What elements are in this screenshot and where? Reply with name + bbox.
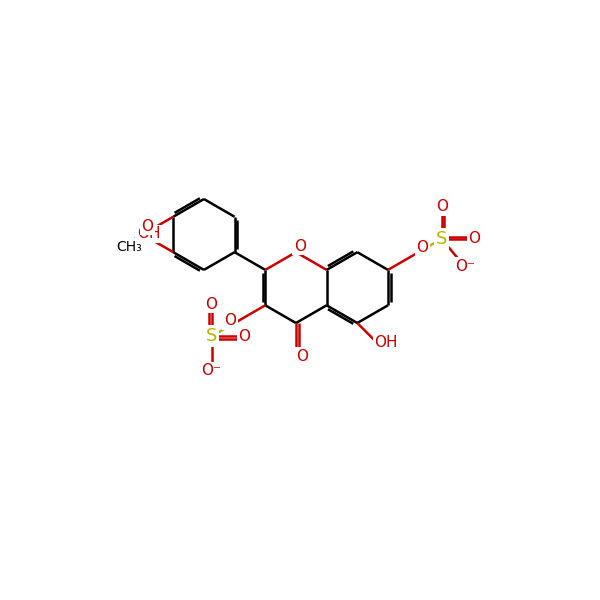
Text: OH: OH <box>374 335 398 350</box>
Text: S: S <box>436 230 448 248</box>
Text: OH: OH <box>137 226 160 241</box>
Text: O: O <box>296 349 308 364</box>
Text: O: O <box>469 232 481 247</box>
Text: CH₃: CH₃ <box>116 240 142 254</box>
Text: S: S <box>206 328 217 346</box>
Text: O: O <box>436 199 448 214</box>
Text: O: O <box>206 297 218 312</box>
Text: O⁻: O⁻ <box>202 363 221 378</box>
Text: O: O <box>294 239 306 254</box>
Text: O⁻: O⁻ <box>455 259 476 274</box>
Text: O: O <box>238 329 250 344</box>
Text: O: O <box>224 313 236 328</box>
Text: O: O <box>141 218 153 233</box>
Text: O: O <box>416 240 428 255</box>
